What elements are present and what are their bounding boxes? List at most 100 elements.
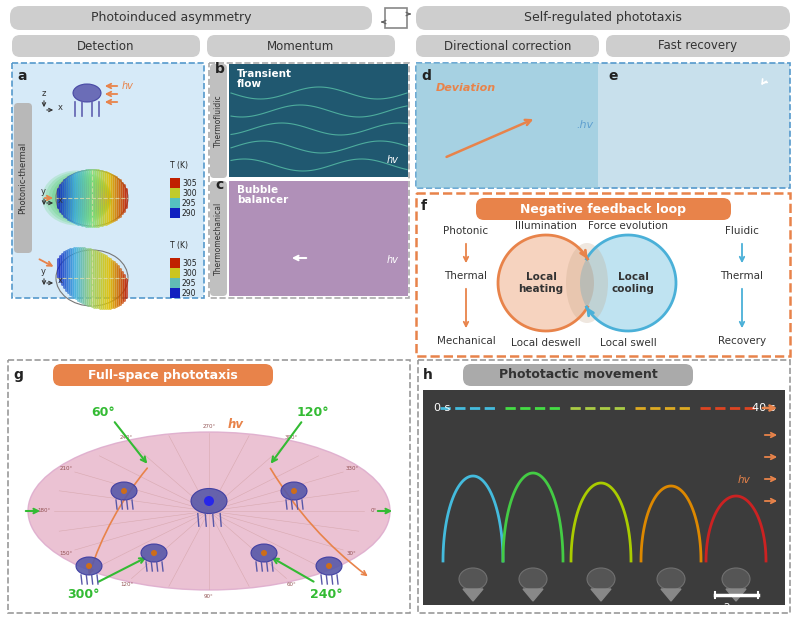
Ellipse shape (587, 568, 615, 590)
Text: T (K): T (K) (170, 161, 188, 170)
Text: 30°: 30° (347, 551, 357, 556)
Bar (209, 63, 409, 298)
Text: T (K): T (K) (170, 241, 188, 250)
Text: Self-regulated phototaxis: Self-regulated phototaxis (524, 12, 682, 25)
Text: 120°: 120° (297, 405, 330, 419)
Circle shape (291, 488, 297, 494)
Text: 290: 290 (182, 208, 196, 218)
FancyBboxPatch shape (606, 35, 790, 57)
Text: 180°: 180° (38, 508, 50, 513)
Text: 330°: 330° (346, 466, 358, 471)
FancyBboxPatch shape (210, 64, 227, 178)
Circle shape (86, 563, 92, 569)
Text: 300: 300 (182, 188, 196, 198)
Text: g: g (13, 368, 23, 382)
Ellipse shape (45, 172, 112, 224)
Bar (170, 208, 180, 218)
Text: 305: 305 (182, 259, 196, 267)
Text: 240°: 240° (310, 588, 342, 601)
Text: hv: hv (387, 155, 399, 165)
Text: Fluidic: Fluidic (725, 226, 759, 236)
Text: 120°: 120° (120, 582, 133, 587)
Ellipse shape (104, 197, 107, 200)
FancyBboxPatch shape (10, 6, 372, 30)
Ellipse shape (722, 568, 750, 590)
Text: e: e (608, 69, 618, 83)
Ellipse shape (141, 544, 167, 562)
Bar (170, 198, 180, 208)
FancyBboxPatch shape (53, 364, 273, 386)
Text: f: f (421, 199, 427, 213)
Ellipse shape (65, 180, 110, 216)
Circle shape (151, 550, 157, 556)
Bar (229, 181, 408, 296)
Text: Momentum: Momentum (267, 40, 334, 53)
Ellipse shape (566, 243, 608, 323)
Text: hv: hv (122, 81, 134, 91)
Text: Photonic-thermal: Photonic-thermal (18, 142, 27, 214)
Bar (423, 390, 785, 605)
FancyBboxPatch shape (12, 63, 204, 298)
Text: c: c (215, 178, 223, 192)
Text: z: z (42, 89, 46, 98)
Text: Directional correction: Directional correction (444, 40, 571, 53)
Text: a: a (17, 69, 26, 83)
Bar (416, 193, 790, 356)
Text: Thermal: Thermal (444, 271, 488, 281)
Text: 60°: 60° (91, 405, 115, 419)
FancyBboxPatch shape (476, 198, 731, 220)
Ellipse shape (281, 482, 307, 500)
Text: 210°: 210° (60, 466, 73, 471)
Text: 300: 300 (182, 268, 196, 278)
Text: .hv: .hv (576, 120, 593, 130)
FancyBboxPatch shape (416, 35, 599, 57)
Text: Local swell: Local swell (599, 338, 657, 348)
Ellipse shape (519, 568, 547, 590)
Text: 90°: 90° (204, 593, 214, 598)
Text: h: h (423, 368, 433, 382)
Ellipse shape (42, 170, 112, 226)
Text: Local deswell: Local deswell (512, 338, 581, 348)
Text: x: x (58, 103, 63, 112)
Circle shape (204, 496, 214, 506)
Bar (170, 258, 180, 268)
Bar (12, 63, 204, 298)
Circle shape (261, 550, 267, 556)
FancyBboxPatch shape (210, 181, 227, 296)
Bar (416, 63, 790, 188)
Bar (8, 360, 410, 613)
Bar (170, 188, 180, 198)
Text: 150°: 150° (60, 551, 73, 556)
Text: Mechanical: Mechanical (437, 336, 496, 346)
Text: 240°: 240° (120, 435, 133, 440)
Text: 300°: 300° (285, 435, 298, 440)
Text: Thermal: Thermal (721, 271, 764, 281)
Ellipse shape (94, 192, 108, 203)
Ellipse shape (81, 187, 109, 209)
Circle shape (326, 563, 332, 569)
Text: 295: 295 (182, 278, 196, 288)
Ellipse shape (74, 184, 109, 212)
Text: Force evolution: Force evolution (588, 221, 668, 231)
Ellipse shape (52, 175, 111, 221)
Ellipse shape (97, 194, 108, 202)
Text: 60°: 60° (286, 582, 296, 587)
Text: Full-space phototaxis: Full-space phototaxis (88, 368, 238, 381)
Ellipse shape (85, 188, 109, 208)
FancyBboxPatch shape (416, 63, 790, 188)
Text: y: y (41, 267, 46, 276)
Circle shape (498, 235, 594, 331)
Text: Bubble: Bubble (237, 185, 279, 195)
FancyBboxPatch shape (416, 6, 790, 30)
Ellipse shape (77, 185, 109, 210)
Text: Thermomechanical: Thermomechanical (214, 202, 223, 275)
Text: Detection: Detection (77, 40, 135, 53)
Text: Photoinduced asymmetry: Photoinduced asymmetry (91, 12, 251, 25)
Text: Fast recovery: Fast recovery (658, 40, 737, 53)
Text: Local
heating: Local heating (519, 272, 563, 294)
Text: Negative feedback loop: Negative feedback loop (520, 203, 686, 216)
Ellipse shape (657, 568, 685, 590)
Text: Local
cooling: Local cooling (611, 272, 654, 294)
Ellipse shape (101, 195, 108, 201)
Text: flow: flow (237, 79, 262, 89)
